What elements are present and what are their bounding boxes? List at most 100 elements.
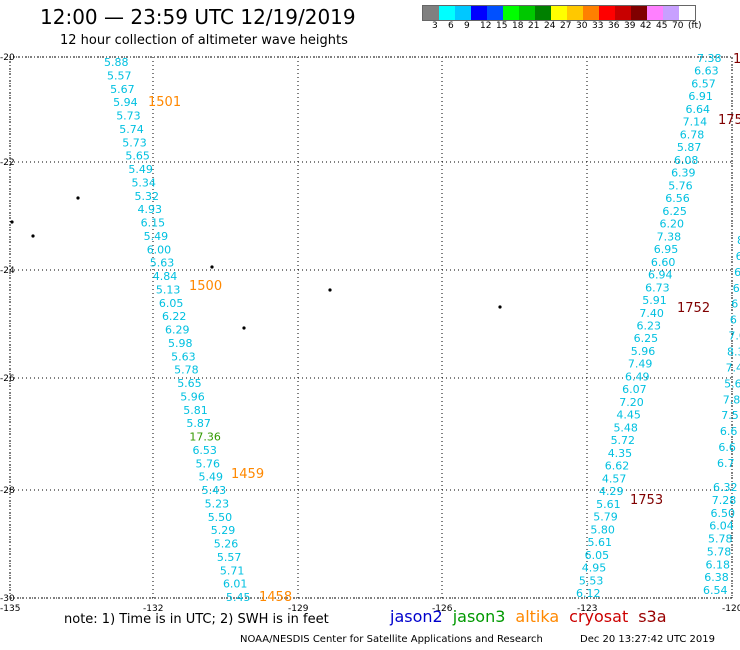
wave-height-label: 5.79 [593,511,618,524]
wave-height-label: 5.45 [226,591,251,604]
wave-height-label: 5.65 [125,150,150,163]
lat-lon-grid [9,56,733,599]
island-outlines [10,196,502,330]
wave-height-label: 5.6 [724,377,740,390]
wave-height-label: 7.0 [728,330,740,343]
wave-height-label: 5.61 [588,536,613,549]
legend-label: 39 [624,21,636,31]
wave-height-label: 5.49 [144,230,169,243]
legend-swatch [423,6,439,20]
wave-height-label: 6.54 [703,584,728,597]
legend-label: 30 [576,21,588,31]
wave-height-label: 5.32 [135,190,160,203]
pass-time-label: 1 [733,52,740,67]
wave-height-label: 5.34 [131,176,156,189]
wave-height-label: 5.96 [180,390,205,403]
wave-height-label: 5.49 [128,163,153,176]
wave-height-label: 7.40 [639,307,664,320]
wave-height-label: 6.62 [605,460,630,473]
wave-height-label: 8 [737,234,740,247]
legend-label: 70 [672,21,684,31]
lat-tick-label: -24 [0,266,15,276]
pass-time-label: 1753 [630,493,663,508]
wave-height-label: 6.91 [688,90,713,103]
wave-height-label: 7.38 [697,52,722,65]
satellite-cryosat: cryosat [569,607,629,626]
pass-time-label: 1458 [259,590,292,605]
wave-height-label: 7.5 [721,409,739,422]
wave-height-label: 5.43 [202,484,227,497]
wave-height-label: 5.50 [208,511,233,524]
island-dot [76,196,80,200]
page-title: 12:00 — 23:59 UTC 12/19/2019 [40,5,356,29]
legend-swatch [599,6,615,20]
wave-height-label: 6.07 [622,383,647,396]
color-legend [422,5,696,21]
wave-height-label: 6.18 [706,558,731,571]
wave-height-label: 6.57 [691,77,716,90]
lat-tick-label: -26 [0,374,15,384]
wave-height-label: 5.72 [611,434,636,447]
pass-time-label: 175 [718,113,740,128]
wave-height-label: 6.6 [718,441,736,454]
legend-swatch [663,6,679,20]
wave-height-label: 5.49 [199,471,224,484]
wave-height-label: 4.57 [602,472,627,485]
satellite-jason3: jason3 [452,607,506,626]
wave-height-label: 5.74 [119,123,144,136]
wave-height-label: 6.29 [165,324,190,337]
legend-swatch [487,6,503,20]
wave-height-label: 5.76 [668,179,693,192]
wave-height-label: 5.29 [211,524,236,537]
wave-height-tracks: 5.885.575.675.945.735.745.735.655.495.34… [104,52,740,605]
wave-height-label: 5.78 [174,364,199,377]
wave-height-label: 4.93 [138,203,163,216]
wave-height-label: 6.05 [159,297,184,310]
legend-label: 3 [432,21,438,31]
wave-height-label: 7.20 [619,396,644,409]
wave-height-label: 5.48 [613,421,638,434]
island-dot [31,234,35,238]
wave-height-label: 5.53 [579,574,604,587]
island-dot [10,220,14,224]
wave-height-label: 6.20 [660,218,685,231]
wave-height-label: 6.05 [585,549,610,562]
wave-height-label: 4.84 [153,270,178,283]
island-dot [210,265,214,269]
map-frame [9,56,733,599]
wave-height-label: 6.6 [720,425,738,438]
legend-swatch [647,6,663,20]
wave-height-label: 5.26 [214,538,239,551]
wave-height-label: 6.60 [651,256,676,269]
wave-height-label: 6.22 [162,310,187,323]
wave-height-label: 5.81 [183,404,208,417]
pass-time-label: 1501 [148,95,181,110]
wave-height-label: 5.96 [631,345,656,358]
wave-height-label: 5.71 [220,564,245,577]
wave-height-label: 7.14 [683,116,708,129]
legend-label: (ft) [688,21,702,31]
legend-swatch [439,6,455,20]
wave-height-label: 5.23 [205,497,230,510]
satellite-s3a: s3a [638,607,667,626]
legend-swatch [567,6,583,20]
wave-height-label: 5.87 [677,141,702,154]
wave-height-label: 6.78 [680,128,705,141]
wave-height-label: 4.29 [599,485,624,498]
wave-height-label: 6.49 [625,370,650,383]
wave-height-label: 6.38 [704,571,729,584]
lat-tick-label: -28 [0,486,15,496]
wave-height-label: 6.25 [634,332,659,345]
lat-tick-label: -30 [0,594,15,604]
wave-height-label: 6.23 [637,320,662,333]
wave-height-label: 7.38 [657,230,682,243]
wave-height-label: 6 [730,314,737,327]
legend-label: 45 [656,21,668,31]
wave-height-label: 5.98 [168,337,193,350]
wave-height-label: 6.04 [709,520,734,533]
legend-swatch [551,6,567,20]
lat-tick-label: -22 [0,158,15,168]
island-dot [242,326,246,330]
satellite-altika: altika [515,607,560,626]
wave-height-label: 6.08 [674,154,699,167]
